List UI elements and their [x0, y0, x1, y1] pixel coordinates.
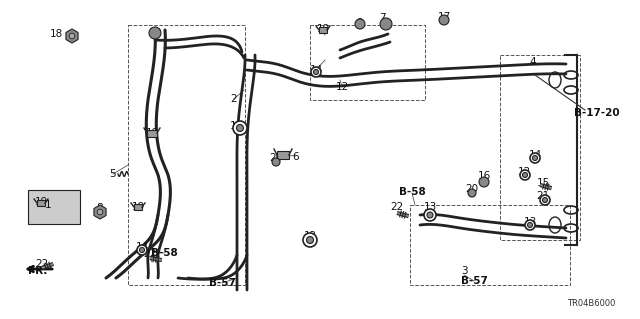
Text: 13: 13: [524, 217, 536, 227]
Circle shape: [520, 170, 530, 180]
Circle shape: [303, 233, 317, 247]
Circle shape: [525, 220, 535, 230]
Text: B-58: B-58: [399, 187, 426, 197]
Text: 9: 9: [356, 18, 364, 28]
Text: 3: 3: [461, 266, 467, 276]
Text: 13: 13: [424, 202, 436, 212]
Text: B-57: B-57: [209, 278, 236, 288]
Text: B-57: B-57: [461, 276, 488, 286]
Text: 20: 20: [269, 153, 283, 163]
Text: 19: 19: [131, 202, 145, 212]
Bar: [134, 204, 142, 210]
Bar: [128, 25, 245, 285]
Circle shape: [355, 19, 365, 29]
Text: 14: 14: [136, 242, 148, 252]
Text: 11: 11: [229, 121, 243, 131]
Text: 15: 15: [536, 178, 550, 188]
Circle shape: [137, 245, 147, 255]
Circle shape: [380, 18, 392, 30]
Circle shape: [424, 209, 436, 221]
Text: 6: 6: [292, 152, 300, 162]
Text: 10: 10: [148, 28, 161, 38]
Text: 12: 12: [335, 82, 349, 92]
Bar: [410, 205, 570, 285]
Circle shape: [427, 212, 433, 218]
Text: 12: 12: [303, 231, 317, 241]
Text: TR04B6000: TR04B6000: [566, 299, 615, 308]
Text: 8: 8: [97, 203, 103, 213]
Text: 22: 22: [143, 249, 157, 259]
Circle shape: [522, 173, 527, 177]
Circle shape: [69, 33, 75, 39]
Circle shape: [233, 121, 247, 135]
Circle shape: [237, 124, 243, 131]
Text: 19: 19: [316, 24, 330, 34]
Circle shape: [149, 27, 161, 39]
Polygon shape: [94, 205, 106, 219]
Text: 18: 18: [49, 29, 63, 39]
Text: 22: 22: [390, 202, 404, 212]
Text: 14: 14: [309, 65, 323, 75]
Circle shape: [439, 15, 449, 25]
Circle shape: [468, 189, 476, 197]
Circle shape: [479, 177, 489, 187]
Text: 14: 14: [529, 150, 541, 160]
Text: B-58: B-58: [150, 248, 177, 258]
Text: 20: 20: [465, 184, 479, 194]
Text: 7: 7: [379, 13, 385, 23]
Circle shape: [532, 155, 538, 160]
Text: 19: 19: [145, 128, 159, 138]
Circle shape: [540, 195, 550, 205]
Circle shape: [530, 153, 540, 163]
Text: 2: 2: [230, 94, 237, 104]
Text: B-17-20: B-17-20: [574, 108, 620, 118]
Text: 21: 21: [536, 191, 550, 201]
Text: 12: 12: [517, 167, 531, 177]
Bar: [310, 25, 425, 100]
Circle shape: [314, 70, 319, 75]
Bar: [500, 55, 580, 240]
Circle shape: [140, 248, 145, 253]
Circle shape: [272, 158, 280, 166]
Circle shape: [307, 236, 314, 243]
Text: 16: 16: [477, 171, 491, 181]
Text: 22: 22: [35, 259, 49, 269]
Bar: [37, 200, 45, 206]
Text: 5: 5: [109, 169, 116, 179]
Text: 17: 17: [437, 12, 451, 22]
Circle shape: [97, 209, 103, 215]
Text: 19: 19: [35, 197, 47, 207]
Bar: [319, 27, 327, 33]
Bar: [277, 151, 289, 159]
Circle shape: [527, 222, 532, 227]
Text: 4: 4: [530, 57, 536, 67]
FancyBboxPatch shape: [28, 190, 80, 224]
Text: FR.: FR.: [28, 266, 48, 276]
Text: 1: 1: [45, 200, 51, 210]
Polygon shape: [66, 29, 78, 43]
Bar: [147, 130, 157, 137]
Circle shape: [543, 197, 547, 203]
Circle shape: [311, 67, 321, 77]
